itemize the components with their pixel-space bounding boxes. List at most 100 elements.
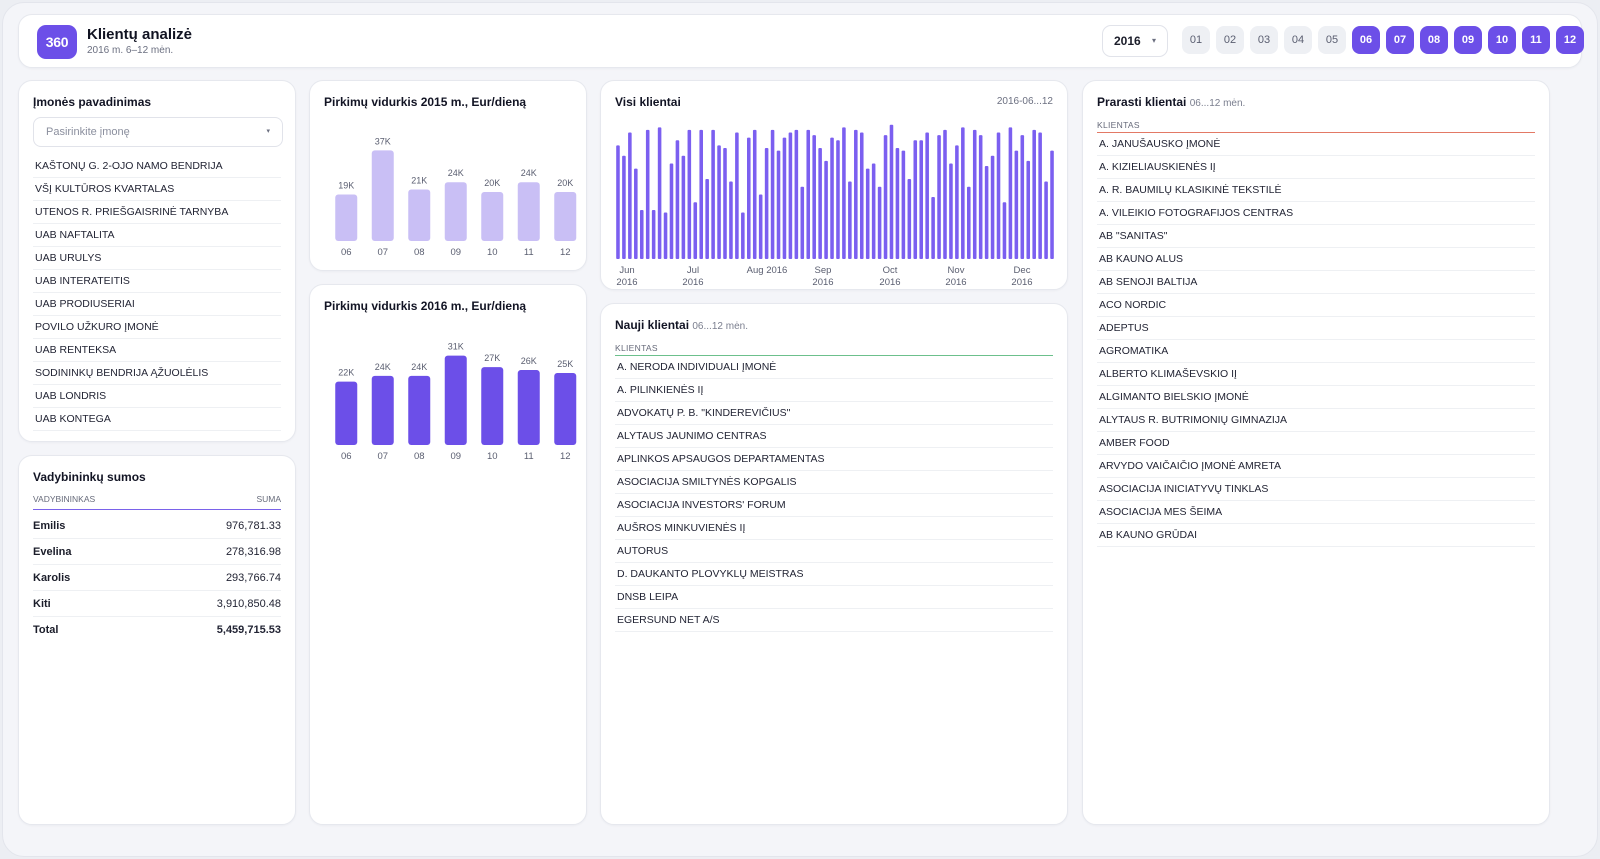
lost-client-row[interactable]: A. VILEIKIO FOTOGRAFIJOS CENTRAS bbox=[1097, 202, 1535, 225]
month-08-button[interactable]: 08 bbox=[1420, 26, 1448, 54]
month-12-button[interactable]: 12 bbox=[1556, 26, 1584, 54]
client-bar bbox=[972, 129, 977, 259]
new-client-row[interactable]: A. PILINKIENĖS IĮ bbox=[615, 379, 1053, 402]
x-tick-label: 10 bbox=[487, 247, 498, 258]
lost-client-row[interactable]: ACO NORDIC bbox=[1097, 294, 1535, 317]
client-bar bbox=[990, 155, 995, 259]
month-09-button[interactable]: 09 bbox=[1454, 26, 1482, 54]
client-bar bbox=[824, 160, 828, 259]
new-client-row[interactable]: A. NERODA INDIVIDUALI ĮMONĖ bbox=[615, 356, 1053, 379]
new-client-row[interactable]: AUŠROS MINKUVIENĖS IĮ bbox=[615, 517, 1053, 540]
client-bar bbox=[717, 145, 721, 259]
client-bar bbox=[764, 147, 769, 259]
company-list-item[interactable]: UAB INTERATEITIS bbox=[33, 270, 281, 293]
avg2016-title: Pirkimų vidurkis 2016 m., Eur/dieną bbox=[324, 299, 527, 313]
manager-name: Evelina bbox=[33, 545, 72, 558]
lost-client-row[interactable]: ALYTAUS R. BUTRIMONIŲ GIMNAZIJA bbox=[1097, 409, 1535, 432]
client-bar bbox=[651, 209, 656, 259]
company-list-item[interactable]: UAB NAFTALITA bbox=[33, 224, 281, 247]
lost-client-row[interactable]: AMBER FOOD bbox=[1097, 432, 1535, 455]
manager-name: Kiti bbox=[33, 597, 51, 610]
new-client-row[interactable]: AUTORUS bbox=[615, 540, 1053, 563]
x-tick-label: 2016 bbox=[945, 277, 966, 288]
company-list-item[interactable]: UAB PRODIUSERIAI bbox=[33, 293, 281, 316]
client-bar bbox=[782, 137, 787, 259]
lost-client-row[interactable]: AB "SANITAS" bbox=[1097, 225, 1535, 248]
new-client-row[interactable]: ASOCIACIJA INVESTORS' FORUM bbox=[615, 494, 1053, 517]
client-bar bbox=[711, 129, 715, 259]
client-bar bbox=[961, 127, 965, 259]
client-bar bbox=[848, 181, 852, 259]
company-list-item[interactable]: UAB KONTEGA bbox=[33, 408, 281, 431]
company-list-item[interactable]: UAB RENTEKSA bbox=[33, 339, 281, 362]
client-bar bbox=[937, 135, 941, 259]
company-list-item[interactable]: POVILO UŽKURO ĮMONĖ bbox=[33, 316, 281, 339]
month-10-button[interactable]: 10 bbox=[1488, 26, 1516, 54]
lost-client-row[interactable]: ALGIMANTO BIELSKIO ĮMONĖ bbox=[1097, 386, 1535, 409]
new-client-row[interactable]: ADVOKATŲ P. B. "KINDEREVIČIUS" bbox=[615, 402, 1053, 425]
lost-client-row[interactable]: A. KIZIELIAUSKIENĖS IĮ bbox=[1097, 156, 1535, 179]
bar-09 bbox=[444, 355, 467, 445]
client-bar bbox=[723, 147, 727, 259]
company-list-item[interactable]: UAB LONDRIS bbox=[33, 385, 281, 408]
client-bar bbox=[1020, 135, 1025, 259]
month-06-button[interactable]: 06 bbox=[1352, 26, 1380, 54]
client-bar bbox=[854, 129, 858, 259]
lost-client-row[interactable]: AB KAUNO ALUS bbox=[1097, 248, 1535, 271]
client-bar bbox=[1038, 132, 1042, 259]
company-list-item[interactable]: KAŠTONŲ G. 2-OJO NAMO BENDRIJA bbox=[33, 155, 281, 178]
lost-client-row[interactable]: AB KAUNO GRŪDAI bbox=[1097, 524, 1535, 547]
lost-client-row[interactable]: A. R. BAUMILŲ KLASIKINĖ TEKSTILĖ bbox=[1097, 179, 1535, 202]
client-bar bbox=[770, 129, 775, 259]
col-manager: VADYBININKAS bbox=[33, 494, 96, 504]
new-client-row[interactable]: DNSB LEIPA bbox=[615, 586, 1053, 609]
client-bar bbox=[967, 186, 971, 259]
lost-client-row[interactable]: AGROMATIKA bbox=[1097, 340, 1535, 363]
lost-clients-card: Prarasti klientai 06...12 mėn. KLIENTAS … bbox=[1082, 80, 1550, 825]
client-bar bbox=[634, 168, 638, 259]
new-client-row[interactable]: D. DAUKANTO PLOVYKLŲ MEISTRAS bbox=[615, 563, 1053, 586]
company-list-item[interactable]: SODININKŲ BENDRIJA ĄŽUOLĖLIS bbox=[33, 362, 281, 385]
company-list-item[interactable]: VŠĮ KULTŪROS KVARTALAS bbox=[33, 178, 281, 201]
bar-value-label: 26K bbox=[521, 356, 537, 366]
new-client-row[interactable]: ASOCIACIJA SMILTYNĖS KOPGALIS bbox=[615, 471, 1053, 494]
company-select[interactable]: Pasirinkite įmonę ▾ bbox=[33, 117, 283, 147]
client-bar bbox=[1026, 160, 1031, 259]
month-03-button[interactable]: 03 bbox=[1250, 26, 1278, 54]
bar-value-label: 24K bbox=[448, 168, 464, 178]
lost-client-row[interactable]: ARVYDO VAIČAIČIO ĮMONĖ AMRETA bbox=[1097, 455, 1535, 478]
lost-clients-heading: Prarasti klientai 06...12 mėn. bbox=[1097, 95, 1245, 109]
x-tick-label: 2016 bbox=[616, 277, 637, 288]
lost-clients-title: Prarasti klientai bbox=[1097, 95, 1187, 109]
new-client-row[interactable]: EGERSUND NET A/S bbox=[615, 609, 1053, 632]
month-07-button[interactable]: 07 bbox=[1386, 26, 1414, 54]
lost-client-row[interactable]: A. JANUŠAUSKO ĮMONĖ bbox=[1097, 133, 1535, 156]
month-02-button[interactable]: 02 bbox=[1216, 26, 1244, 54]
lost-client-row[interactable]: ASOCIACIJA INICIATYVŲ TINKLAS bbox=[1097, 478, 1535, 501]
bar-value-label: 24K bbox=[521, 168, 537, 178]
x-tick-label: Jul bbox=[687, 265, 699, 276]
new-client-row[interactable]: ALYTAUS JAUNIMO CENTRAS bbox=[615, 425, 1053, 448]
avg2016-card: Pirkimų vidurkis 2016 m., Eur/dieną 22K 0… bbox=[309, 284, 587, 825]
total-label: Total bbox=[33, 624, 59, 636]
bar-value-label: 31K bbox=[448, 342, 464, 352]
company-list-item[interactable]: UAB URULYS bbox=[33, 247, 281, 270]
client-bar bbox=[883, 135, 888, 259]
month-11-button[interactable]: 11 bbox=[1522, 26, 1550, 54]
month-04-button[interactable]: 04 bbox=[1284, 26, 1312, 54]
month-01-button[interactable]: 01 bbox=[1182, 26, 1210, 54]
new-client-row[interactable]: APLINKOS APSAUGOS DEPARTAMENTAS bbox=[615, 448, 1053, 471]
lost-client-row[interactable]: AB SENOJI BALTIJA bbox=[1097, 271, 1535, 294]
client-bar bbox=[747, 137, 751, 259]
month-05-button[interactable]: 05 bbox=[1318, 26, 1346, 54]
lost-client-row[interactable]: ALBERTO KLIMAŠEVSKIO IĮ bbox=[1097, 363, 1535, 386]
bar-08 bbox=[408, 189, 431, 241]
lost-client-row[interactable]: ASOCIACIJA MES ŠEIMA bbox=[1097, 501, 1535, 524]
year-select[interactable]: 2016 ▾ bbox=[1102, 25, 1168, 57]
lost-client-row[interactable]: ADEPTUS bbox=[1097, 317, 1535, 340]
manager-row: Karolis 293,766.74 bbox=[33, 565, 281, 591]
client-bar bbox=[693, 202, 698, 259]
bar-11 bbox=[517, 370, 540, 445]
company-list-item[interactable]: UTENOS R. PRIEŠGAISRINĖ TARNYBA bbox=[33, 201, 281, 224]
